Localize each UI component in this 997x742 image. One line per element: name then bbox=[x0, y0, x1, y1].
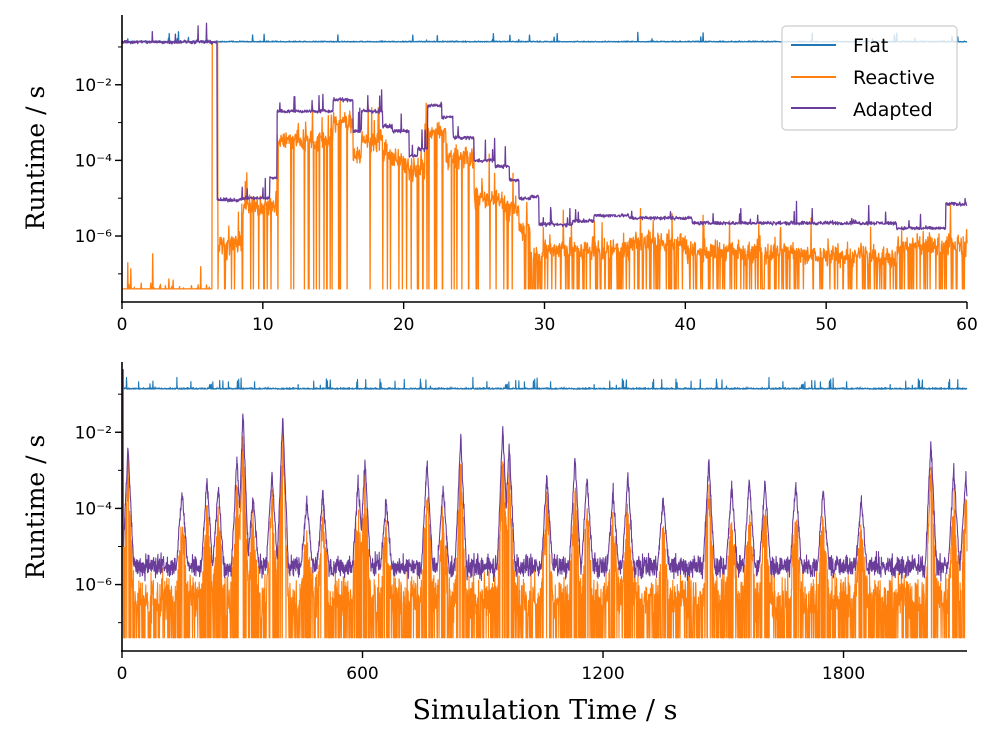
x-tick-label: 10 bbox=[252, 315, 274, 335]
bottom-series-reactive bbox=[121, 369, 968, 639]
y-tick-label: 10⁻⁴ bbox=[75, 151, 113, 171]
x-tick-label: 20 bbox=[393, 315, 415, 335]
x-tick-label: 30 bbox=[534, 315, 556, 335]
bottom-series-adapted bbox=[121, 369, 968, 582]
bottom-plot-lines bbox=[121, 369, 968, 639]
bottom-plot-axes: 0 600 1200 1800 10⁻² 10⁻⁴ 10⁻⁶ bbox=[75, 362, 967, 684]
top-series-adapted bbox=[121, 22, 968, 231]
x-tick-label: 1800 bbox=[822, 664, 865, 684]
top-subplot: 0 10 20 30 40 50 60 10⁻² 10⁻⁴ 10⁻⁶ Runtime / s Fl… bbox=[21, 15, 978, 335]
x-tick-label: 0 bbox=[117, 664, 128, 684]
legend-box bbox=[781, 25, 958, 131]
bottom-series-flat bbox=[121, 369, 968, 390]
top-plot-axes: 0 10 20 30 40 50 60 10⁻² 10⁻⁴ 10⁻⁶ bbox=[75, 15, 978, 335]
x-tick-label: 1200 bbox=[581, 664, 624, 684]
x-tick-label: 600 bbox=[346, 664, 378, 684]
y-tick-label: 10⁻⁴ bbox=[75, 499, 113, 519]
x-tick-label: 60 bbox=[956, 315, 978, 335]
x-axis-label: Simulation Time / s bbox=[413, 695, 678, 726]
y-tick-label: 10⁻² bbox=[75, 76, 112, 96]
legend-label-reactive: Reactive bbox=[853, 67, 935, 89]
legend: Flat Reactive Adapted bbox=[781, 25, 958, 131]
bottom-y-axis-label: Runtime / s bbox=[21, 435, 50, 580]
x-tick-label: 0 bbox=[117, 315, 128, 335]
bottom-subplot: 0 600 1200 1800 10⁻² 10⁻⁴ 10⁻⁶ Runtime / s Sim… bbox=[21, 362, 968, 726]
x-tick-label: 40 bbox=[675, 315, 697, 335]
y-tick-label: 10⁻⁶ bbox=[75, 227, 113, 247]
x-tick-label: 50 bbox=[815, 315, 837, 335]
y-tick-label: 10⁻⁶ bbox=[75, 576, 113, 596]
legend-label-adapted: Adapted bbox=[853, 99, 933, 121]
legend-label-flat: Flat bbox=[853, 35, 888, 57]
top-y-axis-label: Runtime / s bbox=[21, 86, 50, 231]
top-series-reactive bbox=[121, 41, 968, 290]
y-tick-label: 10⁻² bbox=[75, 423, 112, 443]
